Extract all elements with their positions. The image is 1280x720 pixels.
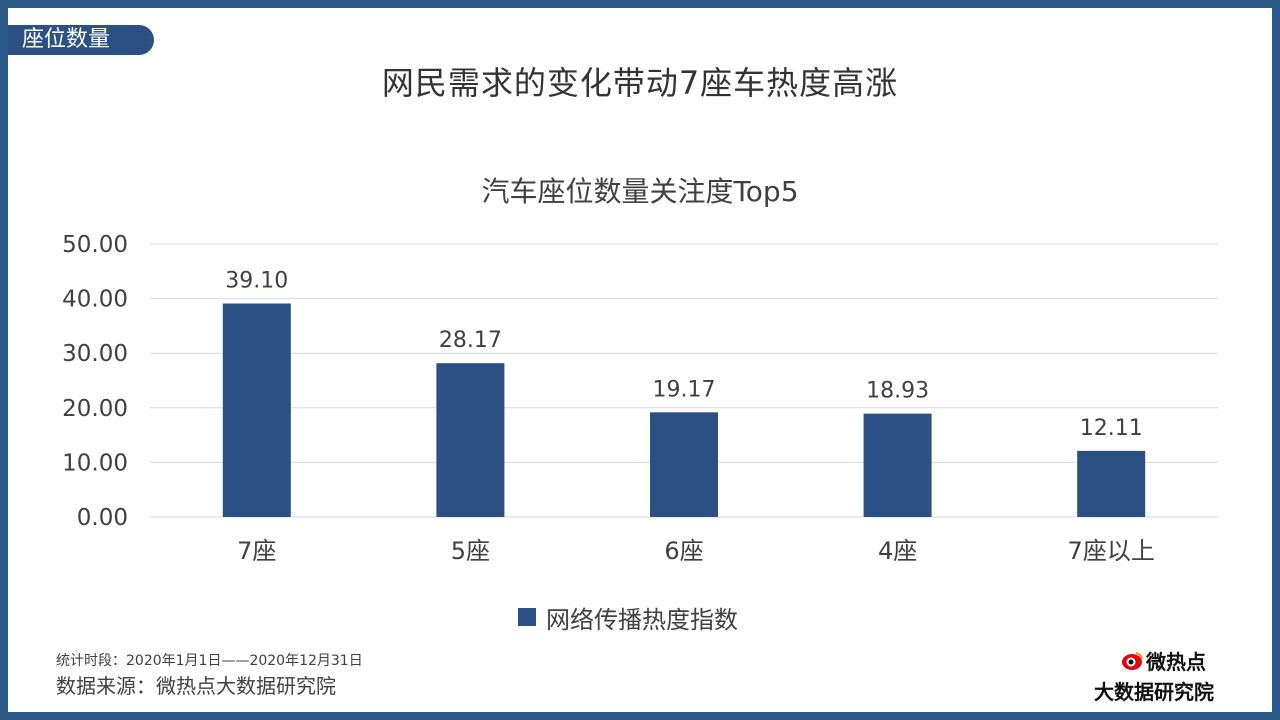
data-label: 19.17 bbox=[653, 377, 716, 402]
bar bbox=[222, 303, 291, 517]
x-tick-label: 6座 bbox=[664, 537, 703, 565]
stat-period: 统计时段：2020年1月1日——2020年12月31日 bbox=[56, 653, 363, 669]
logo-brand: 微热点 bbox=[1146, 650, 1206, 674]
bar-chart: 0.00 10.00 20.00 30.00 40.00 50.00 39.10 7座 28.1… bbox=[62, 232, 1218, 565]
data-label: 28.17 bbox=[439, 328, 502, 353]
section-tag: 座位数量 bbox=[8, 25, 154, 55]
logo: 微热点 大数据研究院 bbox=[1094, 646, 1244, 706]
y-tick-label: 50.00 bbox=[62, 232, 128, 258]
x-tick-label: 7座以上 bbox=[1068, 537, 1155, 565]
y-tick-label: 20.00 bbox=[62, 396, 128, 422]
x-tick-label: 7座 bbox=[237, 537, 276, 565]
y-tick-label: 0.00 bbox=[77, 505, 128, 531]
chart-legend: 网络传播热度指数 bbox=[518, 602, 738, 634]
legend-swatch bbox=[518, 608, 536, 626]
data-source: 数据来源：微热点大数据研究院 bbox=[56, 674, 336, 698]
logo-subtitle: 大数据研究院 bbox=[1094, 680, 1214, 704]
data-label: 12.11 bbox=[1080, 416, 1143, 441]
data-label: 39.10 bbox=[225, 269, 288, 294]
bar bbox=[436, 363, 505, 517]
slide: 座位数量 网民需求的变化带动7座车热度高涨 汽车座位数量关注度Top5 0.00… bbox=[8, 8, 1272, 712]
y-tick-label: 10.00 bbox=[62, 450, 128, 476]
x-tick-label: 4座 bbox=[878, 537, 917, 565]
bar bbox=[650, 412, 718, 517]
weibo-eye-icon bbox=[1122, 651, 1143, 670]
page-title: 网民需求的变化带动7座车热度高涨 bbox=[381, 64, 899, 102]
bar bbox=[863, 413, 932, 517]
data-label: 18.93 bbox=[866, 379, 929, 404]
bar bbox=[1077, 450, 1146, 517]
legend-label: 网络传播热度指数 bbox=[546, 605, 738, 634]
chart-title: 汽车座位数量关注度Top5 bbox=[481, 175, 799, 208]
y-tick-label: 30.00 bbox=[62, 341, 128, 367]
x-tick-label: 5座 bbox=[451, 537, 490, 565]
y-tick-label: 40.00 bbox=[62, 287, 128, 313]
